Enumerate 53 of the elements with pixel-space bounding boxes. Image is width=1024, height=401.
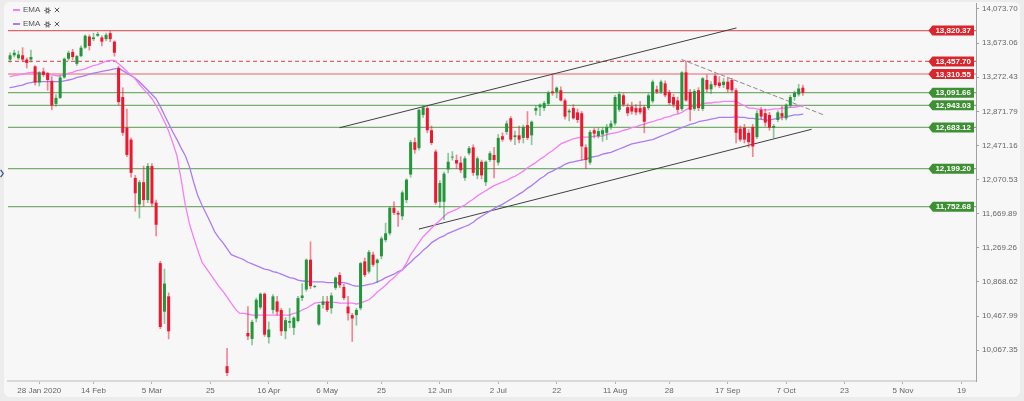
candlestick: [300, 283, 304, 301]
x-tick-label: 6 May: [316, 386, 339, 395]
candlestick: [350, 313, 354, 342]
candlestick: [375, 258, 379, 284]
candlestick: [492, 146, 496, 179]
y-tick-label: 12,471.16: [982, 140, 1019, 150]
y-tick-label: 11,269.26: [982, 243, 1018, 253]
ref-line-label: 12,683.12: [935, 123, 972, 133]
x-tick-label: 19: [956, 386, 967, 395]
y-tick-label: 13,673.06: [982, 38, 1019, 48]
x-tick-label: 28: [664, 386, 675, 395]
y-tick-label: 14,073.70: [982, 4, 1019, 14]
candlestick: [551, 73, 554, 96]
x-tick-label: 14 Feb: [81, 386, 107, 395]
ref-line-label: 12,199.20: [935, 164, 972, 174]
x-tick-label: 12 Jun: [427, 386, 452, 395]
x-tick-label: 25: [376, 386, 387, 395]
ref-line-label: 13,820.37: [935, 26, 972, 36]
y-tick-label: 12,871.79: [982, 106, 1019, 116]
x-tick-label: 23: [840, 386, 850, 395]
candlestick: [513, 130, 517, 146]
y-tick-label: 10,467.99: [982, 311, 1019, 321]
legend-label: EMA: [23, 19, 41, 29]
ref-line-label: 13,091.66: [935, 88, 972, 98]
x-tick-label: 11 Aug: [602, 386, 628, 395]
x-tick-label: 7 Oct: [776, 386, 797, 395]
ref-line-label: 12,943.03: [935, 100, 972, 110]
ref-line-label: 13,310.55: [935, 69, 972, 79]
y-tick-label: 10,067.35: [982, 345, 1019, 355]
candlestick: [430, 125, 433, 146]
x-tick-label: 25: [205, 386, 216, 395]
y-tick-label: 12,070.53: [982, 174, 1019, 184]
ref-line-label: 11,752.68: [935, 202, 972, 212]
y-tick-label: 10,868.62: [982, 277, 1019, 287]
candlestick: [793, 90, 796, 101]
candlestick: [67, 50, 70, 61]
candlestick: [246, 306, 250, 341]
x-tick-label: 28 Jan 2020: [17, 386, 62, 395]
y-tick-label: 13,272.43: [982, 72, 1019, 82]
x-tick-label: 2 Jul: [489, 386, 507, 395]
candlestick: [396, 210, 400, 227]
x-tick-label: 16 Apr: [257, 386, 281, 395]
candlestick: [225, 347, 229, 376]
candlestick: [346, 296, 350, 321]
x-tick-label: 5 Nov: [892, 386, 914, 395]
x-tick-label: 17 Sep: [715, 386, 741, 395]
y-tick-label: 11,669.89: [982, 208, 1018, 218]
candlestick: [309, 241, 312, 289]
ref-line-label: 13,457.70: [935, 57, 972, 67]
candlestick: [672, 94, 675, 108]
legend-label: EMA: [23, 5, 41, 15]
x-tick-label: 22: [552, 386, 562, 395]
x-tick-label: 5 Mar: [141, 386, 163, 395]
